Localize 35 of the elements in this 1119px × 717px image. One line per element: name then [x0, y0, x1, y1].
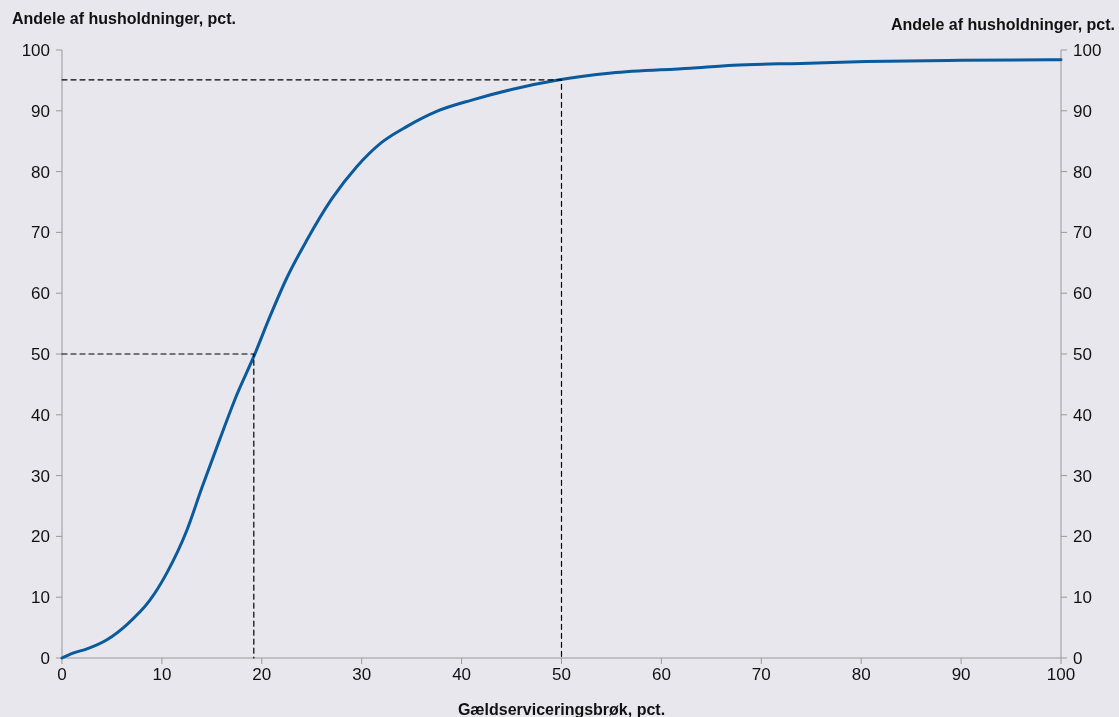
y-tick-label: 30	[31, 466, 50, 486]
y2-axis-title: Andele af husholdninger, pct.	[890, 16, 1115, 33]
y2-tick-label: 10	[1073, 588, 1092, 608]
x-tick-label: 90	[951, 665, 971, 684]
y2-tick-label: 40	[1073, 405, 1092, 425]
x-tick-label: 60	[651, 665, 671, 684]
y2-tick-label: 70	[1073, 223, 1092, 243]
y-tick-label: 40	[31, 405, 50, 425]
y-tick-label: 70	[31, 223, 50, 243]
x-tick-label: 30	[352, 665, 372, 684]
y-tick-label: 20	[31, 527, 50, 547]
x-tick-label: 0	[57, 665, 67, 684]
y-tick-label: 10	[31, 588, 50, 608]
y-tick-label: 100	[21, 41, 50, 60]
y2-tick-label: 50	[1073, 345, 1092, 364]
y2-tick-label: 90	[1073, 101, 1092, 121]
y2-tick-label: 20	[1073, 527, 1092, 547]
y-tick-label: 0	[40, 649, 50, 668]
y-tick-label: 80	[31, 162, 50, 182]
x-tick-label: 70	[751, 665, 771, 684]
y-axis-title: Andele af husholdninger, pct.	[12, 10, 237, 27]
y2-tick-label: 100	[1073, 41, 1102, 60]
x-tick-label: 80	[851, 665, 871, 684]
x-tick-label: 50	[552, 665, 571, 684]
y2-tick-label: 0	[1073, 649, 1083, 668]
x-tick-label: 100	[1046, 665, 1076, 684]
y2-tick-label: 60	[1073, 284, 1092, 304]
y2-tick-label: 80	[1073, 162, 1092, 182]
y-tick-label: 90	[31, 101, 50, 121]
x-tick-label: 10	[152, 665, 172, 684]
x-tick-label: 40	[452, 665, 472, 684]
x-tick-label: 20	[252, 665, 272, 684]
y-tick-label: 50	[31, 345, 50, 364]
y2-tick-label: 30	[1073, 466, 1092, 486]
y-tick-label: 60	[31, 284, 50, 304]
